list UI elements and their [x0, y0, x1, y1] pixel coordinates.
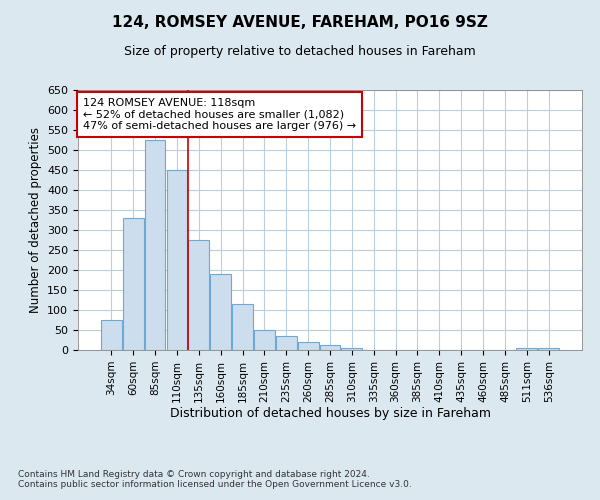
Bar [210, 274, 231, 350]
Bar [254, 330, 275, 350]
Bar [276, 336, 296, 350]
Bar [517, 348, 537, 350]
Text: 124, ROMSEY AVENUE, FAREHAM, PO16 9SZ: 124, ROMSEY AVENUE, FAREHAM, PO16 9SZ [112, 15, 488, 30]
Bar [538, 348, 559, 350]
Bar [167, 170, 187, 350]
Bar [320, 345, 340, 350]
Bar [232, 304, 253, 350]
Y-axis label: Number of detached properties: Number of detached properties [29, 127, 41, 313]
Text: 124 ROMSEY AVENUE: 118sqm
← 52% of detached houses are smaller (1,082)
47% of se: 124 ROMSEY AVENUE: 118sqm ← 52% of detac… [83, 98, 356, 131]
Bar [188, 240, 209, 350]
Text: Contains HM Land Registry data © Crown copyright and database right 2024.
Contai: Contains HM Land Registry data © Crown c… [18, 470, 412, 490]
Bar [101, 320, 122, 350]
Bar [145, 140, 166, 350]
Text: Size of property relative to detached houses in Fareham: Size of property relative to detached ho… [124, 45, 476, 58]
Bar [298, 342, 319, 350]
Bar [341, 348, 362, 350]
Text: Distribution of detached houses by size in Fareham: Distribution of detached houses by size … [170, 408, 491, 420]
Bar [123, 218, 143, 350]
